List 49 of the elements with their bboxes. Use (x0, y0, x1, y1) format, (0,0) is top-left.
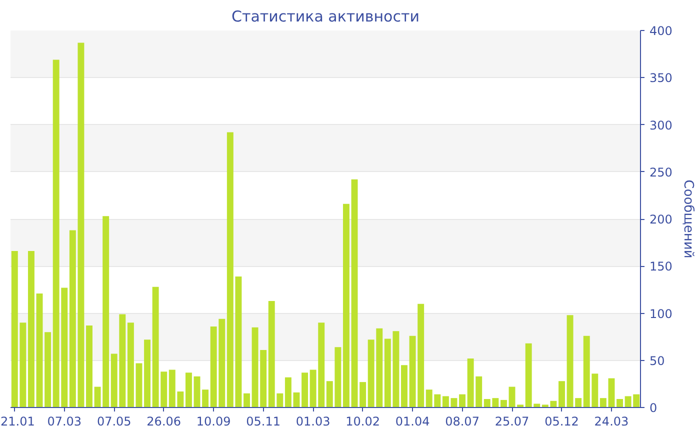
bar (244, 393, 250, 408)
x-tick-label: 07.05 (96, 414, 132, 428)
y-tick-label: 150 (650, 260, 672, 274)
y-tick-label: 250 (650, 165, 672, 180)
bar (616, 399, 624, 408)
bar (508, 386, 516, 408)
y-tick-label: 0 (650, 401, 658, 415)
bar (342, 204, 350, 408)
bar (600, 398, 606, 408)
x-tick-label: 21.01 (0, 414, 35, 428)
bar (86, 326, 92, 408)
x-tick-label: 26.06 (146, 414, 182, 428)
y-tick-label: 400 (650, 24, 672, 38)
y-tick-label: 100 (650, 306, 672, 321)
x-tick-label: 10.02 (346, 414, 380, 428)
bar (127, 322, 134, 408)
bar (185, 372, 192, 408)
bar (401, 365, 408, 408)
x-tick-label: 05.11 (246, 414, 281, 428)
bar (302, 372, 308, 408)
bar (136, 363, 142, 408)
bar (202, 390, 209, 408)
bar (284, 377, 292, 408)
y-tick-label: 200 (650, 212, 672, 226)
x-tick-label: 24.03 (594, 414, 629, 428)
bar (442, 396, 449, 408)
bar (360, 382, 366, 408)
bar (44, 332, 52, 408)
y-tick-label: 300 (650, 118, 672, 132)
bar (28, 251, 34, 408)
bar (608, 378, 615, 408)
x-tick-label: 08.07 (445, 414, 480, 428)
y-axis-title: Сообщений (680, 180, 696, 258)
x-tick-label: 25.07 (494, 414, 530, 428)
y-tick-label: 50 (650, 354, 665, 368)
x-tick-label: 05.12 (544, 414, 579, 428)
bar (459, 394, 466, 408)
bar (36, 293, 43, 408)
x-tick-label: 01.04 (395, 414, 430, 428)
bar (144, 340, 151, 408)
x-tick-label: 10.09 (196, 414, 231, 428)
bar (558, 381, 565, 408)
y-tick-label: 350 (650, 71, 672, 86)
bar (194, 376, 200, 408)
chart-title: Статистика активности (232, 8, 420, 26)
x-tick-label: 07.03 (47, 414, 82, 428)
x-tick-label: 01.03 (296, 414, 330, 428)
bar (351, 179, 358, 408)
bar (500, 400, 507, 408)
